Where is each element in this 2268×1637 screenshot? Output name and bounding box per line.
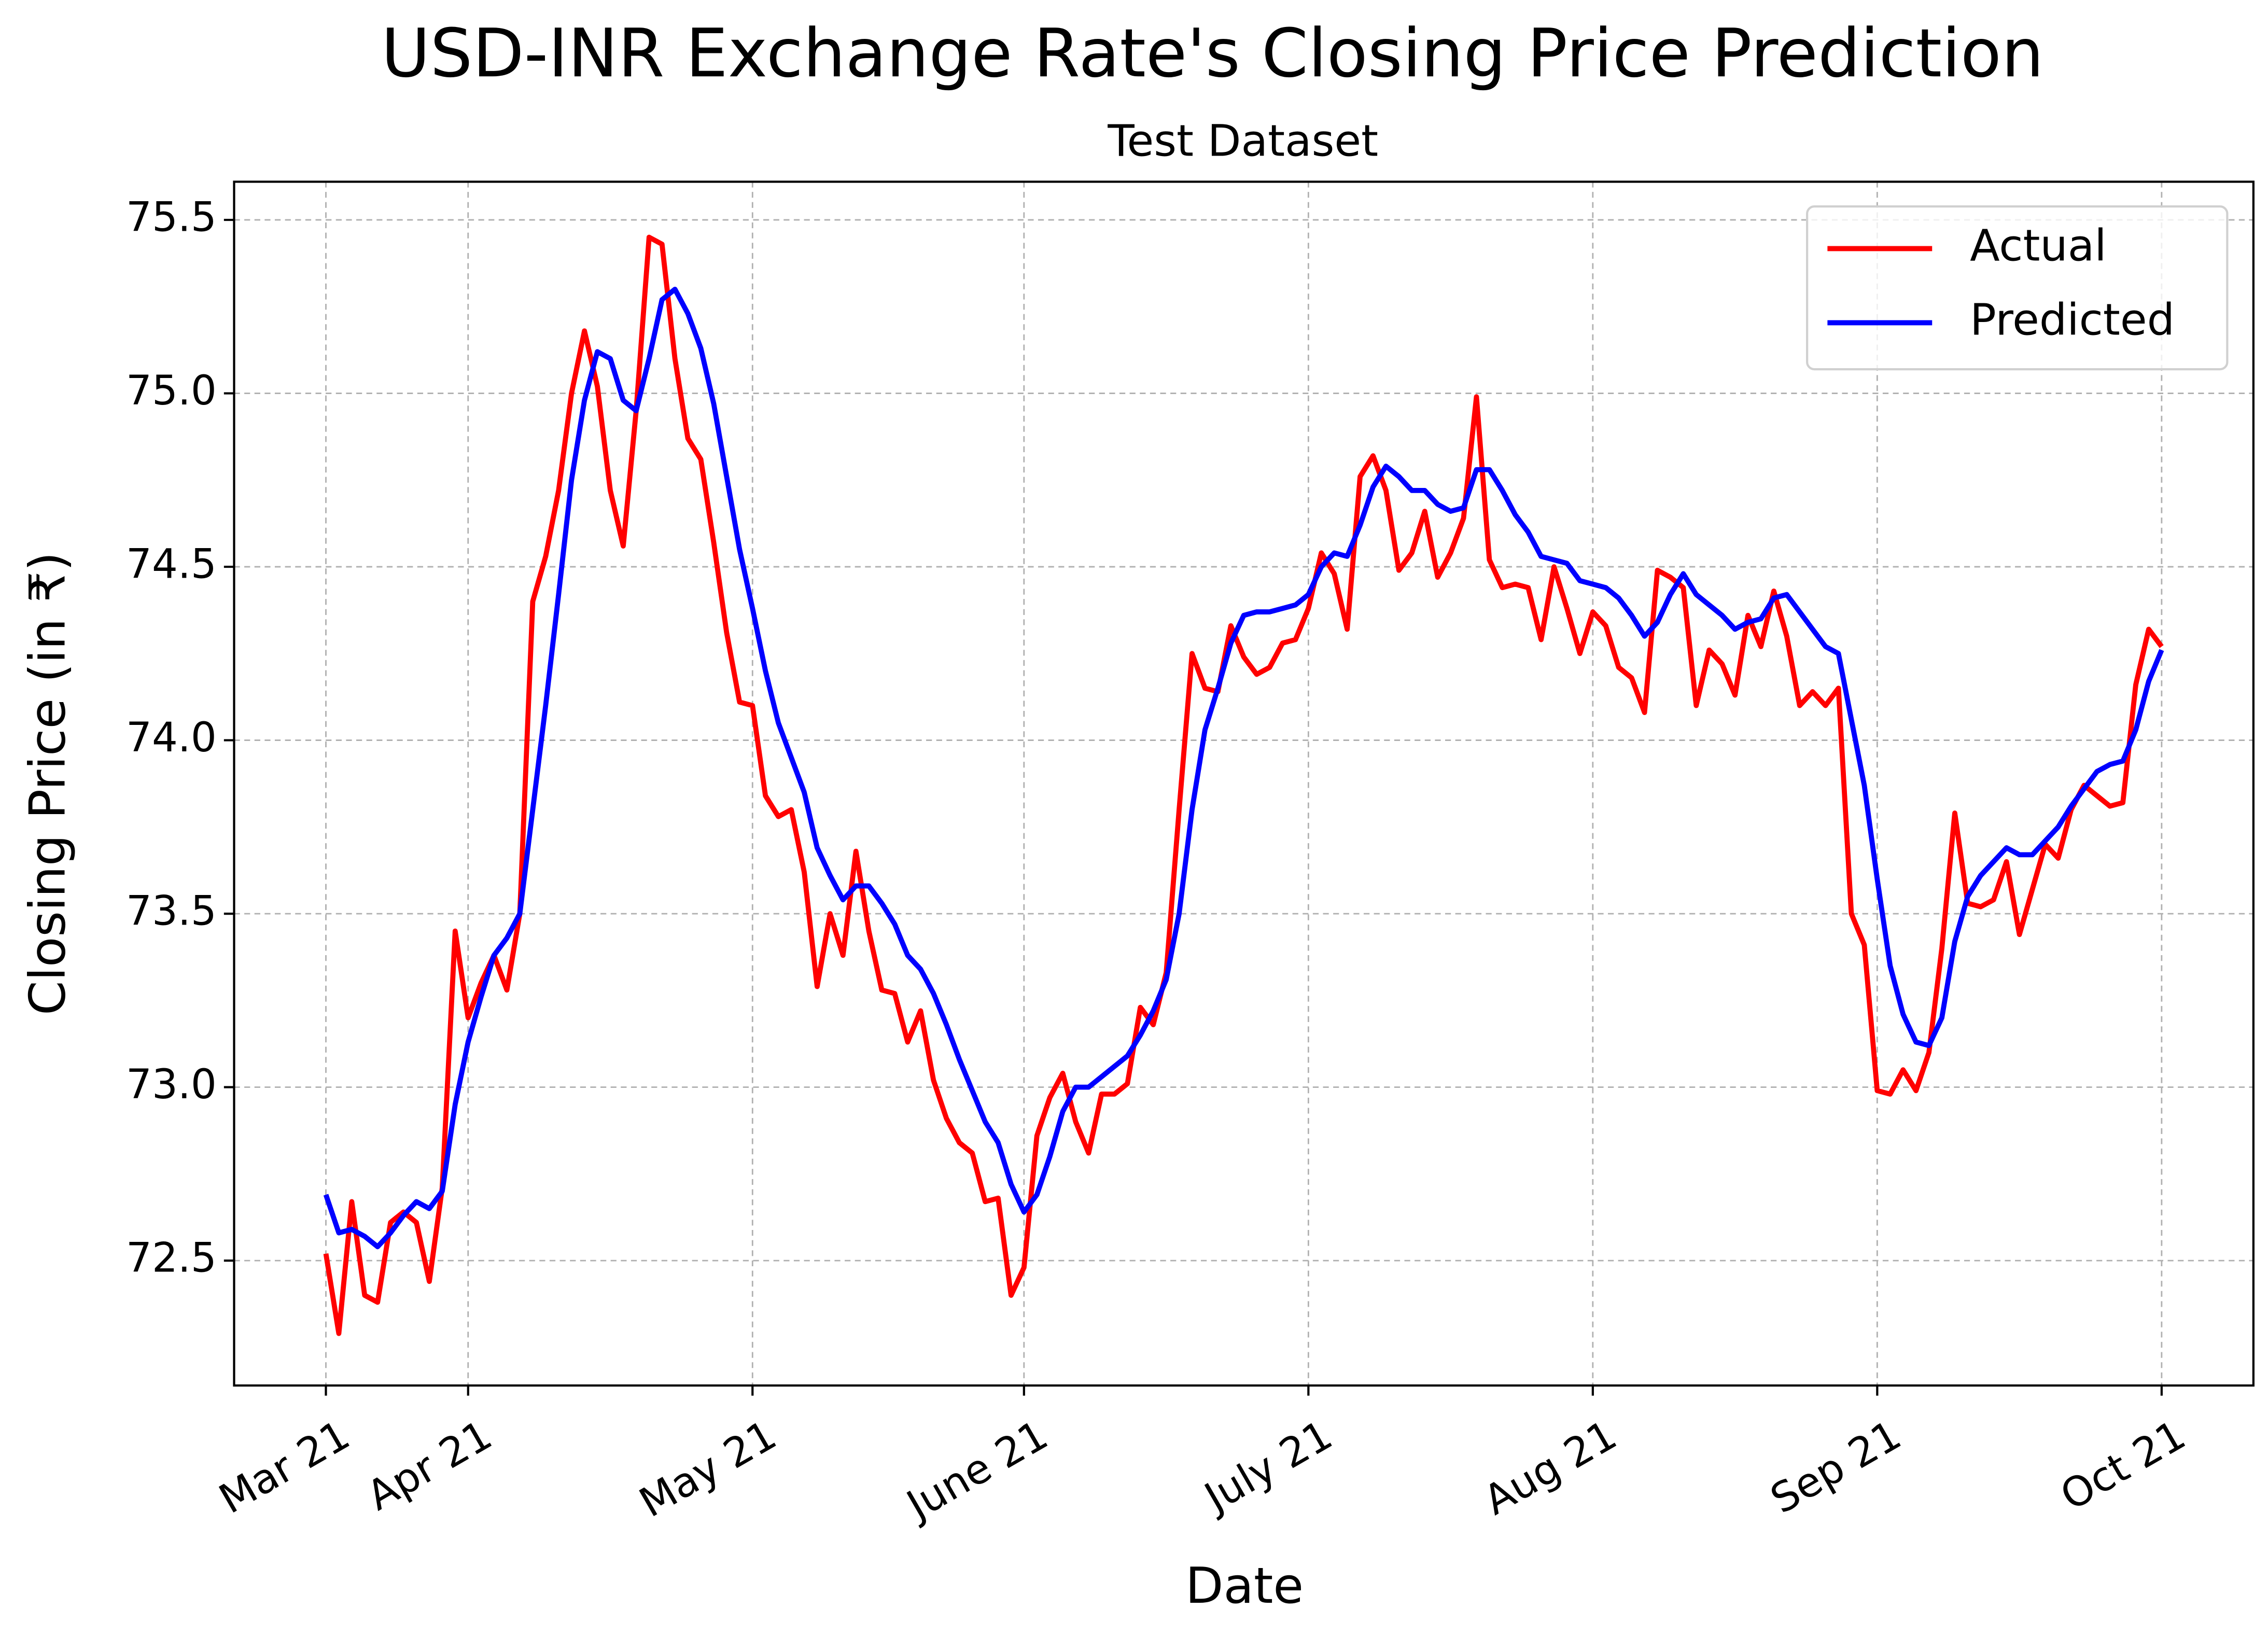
y-tick-label: 75.5 [126,193,217,241]
y-tick-label: 74.0 [126,713,217,761]
y-tick-label: 74.5 [126,540,217,588]
chart-subtitle: Test Dataset [1107,116,1378,166]
series-line [323,286,2164,1250]
x-axis-label: Date [1185,1558,1304,1615]
y-axis-label: Closing Price (in ₹) [20,552,77,1015]
y-tick-label: 73.5 [126,887,217,935]
y-tick-label: 75.0 [126,367,217,414]
y-tick-label: 73.0 [126,1060,217,1108]
legend-label: Actual [1970,220,2107,271]
y-tick-label: 72.5 [126,1234,217,1282]
chart-title: USD-INR Exchange Rate's Closing Price Pr… [381,15,2043,92]
legend-label: Predicted [1970,294,2175,345]
plot-frame [233,180,2255,1387]
series-line [323,234,2164,1336]
